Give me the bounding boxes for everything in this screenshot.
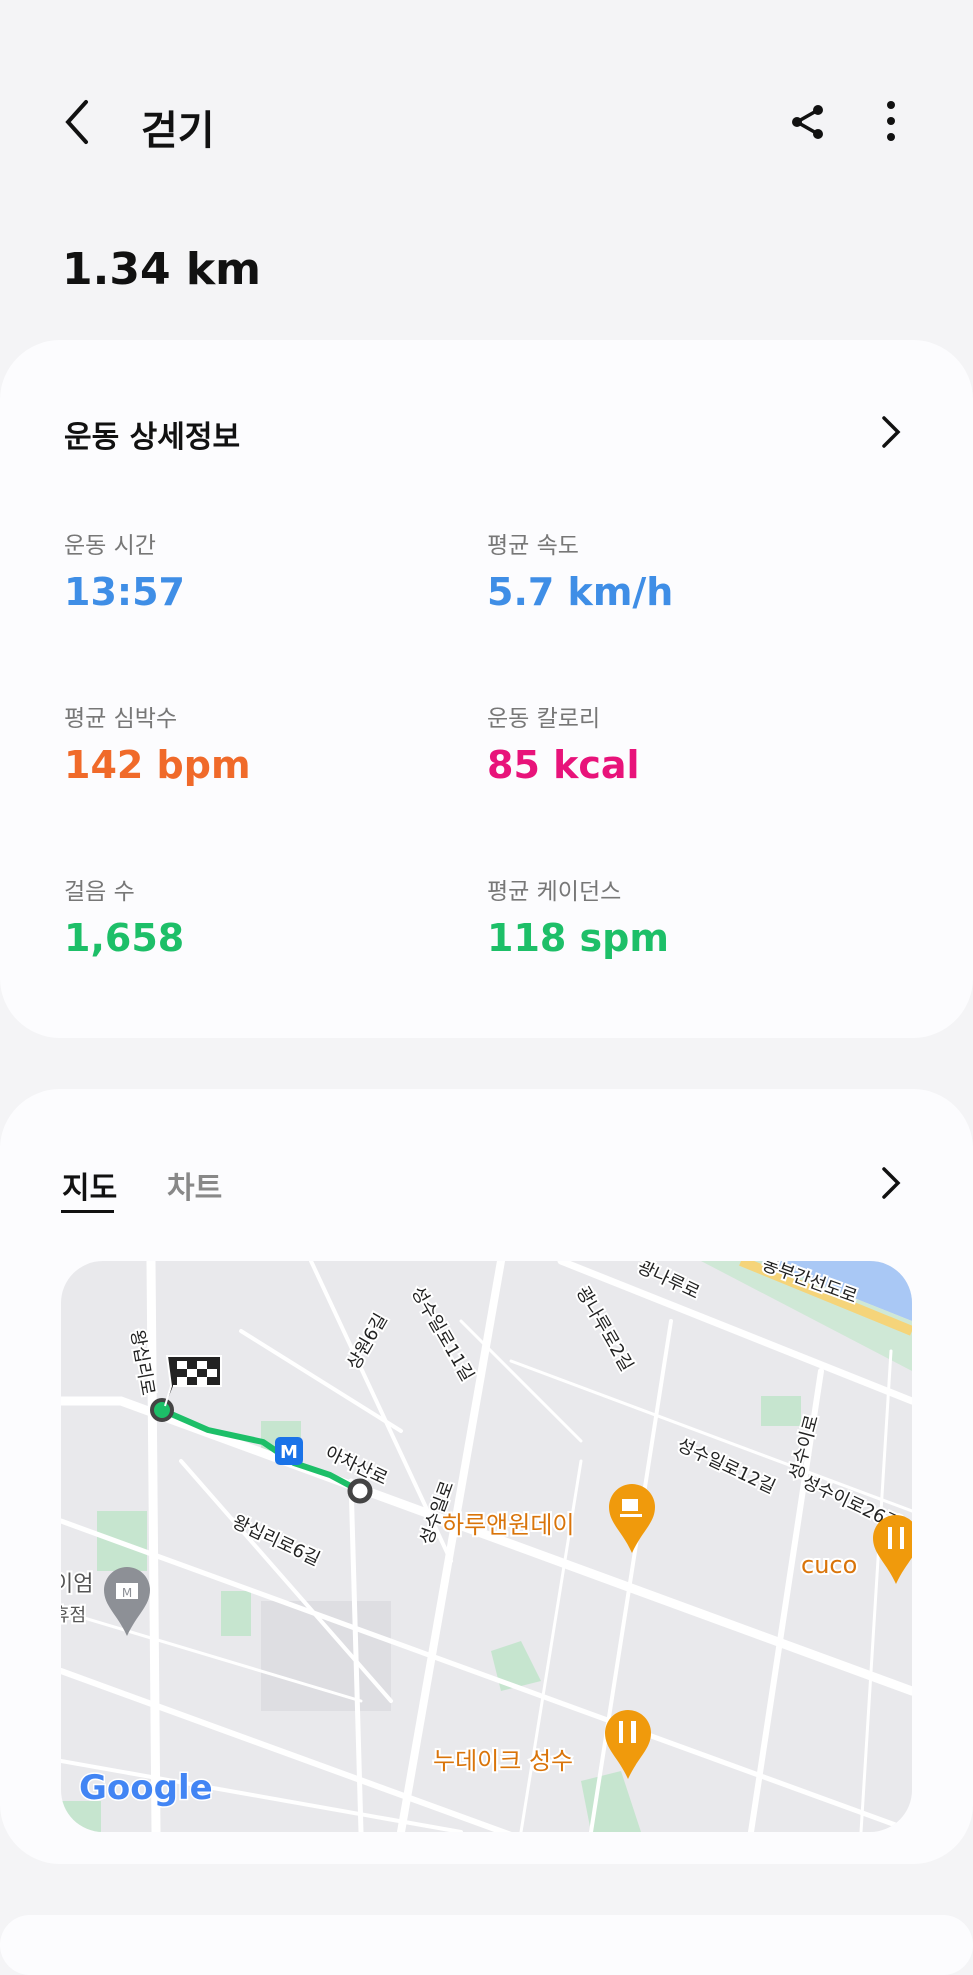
stat-value: 118 spm <box>487 916 669 960</box>
stat-value: 5.7 km/h <box>487 570 674 614</box>
road-label: 성수일로12길 <box>674 1434 779 1498</box>
stat-label: 평균 속도 <box>487 533 579 559</box>
tab-chart[interactable]: 차트 <box>167 1171 223 1206</box>
tab-map-underline <box>61 1210 114 1213</box>
stat-label: 걸음 수 <box>64 879 135 905</box>
chevron-right-icon <box>882 416 901 448</box>
map-more-button[interactable] <box>878 1165 904 1205</box>
road-label: 광나루로2길 <box>572 1283 637 1375</box>
cafe-pin[interactable] <box>609 1484 655 1553</box>
metro-station-icon: M <box>275 1437 303 1465</box>
next-card <box>0 1915 973 1975</box>
details-title: 운동 상세정보 <box>64 420 241 455</box>
restaurant-pin[interactable] <box>605 1710 651 1779</box>
stat-label: 운동 칼로리 <box>487 706 601 732</box>
stat-value: 1,658 <box>64 916 185 960</box>
stat-cadence: 평균 케이던스 118 spm <box>487 872 887 960</box>
tab-map[interactable]: 지도 <box>62 1171 118 1206</box>
more-options-button[interactable] <box>880 100 902 144</box>
stat-value: 85 kcal <box>487 743 640 787</box>
museum-pin[interactable]: M <box>104 1567 150 1636</box>
chevron-left-icon <box>65 100 88 144</box>
back-button[interactable] <box>58 98 98 146</box>
stat-value: 142 bpm <box>64 743 251 787</box>
workout-details-card: 운동 상세정보 운동 시간 13:57 평균 속도 5.7 km/h 평균 심박수 1… <box>0 340 973 1038</box>
more-vertical-icon <box>887 101 895 141</box>
finish-flag-icon <box>164 1355 222 1407</box>
share-button[interactable] <box>788 102 828 142</box>
restaurant-pin[interactable] <box>873 1515 912 1584</box>
stat-avg-speed: 평균 속도 5.7 km/h <box>487 526 887 614</box>
google-logo: Google <box>79 1768 213 1808</box>
poi-label-partial: 휴점 <box>61 1605 86 1626</box>
road-label: 왕십리로6길 <box>229 1511 323 1570</box>
svg-text:M: M <box>280 1442 298 1463</box>
share-icon <box>792 105 823 139</box>
route-map[interactable]: M 왕십리로 상원6길 성수일로11길 광나루로2길 광나루로 동부간선도로 아… <box>61 1261 912 1832</box>
highway <box>739 1261 912 1336</box>
poi-label[interactable]: 누데이크 성수 <box>431 1745 575 1777</box>
park-strip <box>701 1261 912 1371</box>
stat-steps: 걸음 수 1,658 <box>64 872 464 960</box>
page-title: 걷기 <box>141 108 215 154</box>
roads <box>61 1261 912 1832</box>
details-more-button[interactable] <box>878 414 904 454</box>
start-point <box>150 1398 174 1422</box>
road-label: 성수일로11길 <box>407 1283 478 1385</box>
poi-label-partial: 이엄 <box>61 1572 93 1597</box>
svg-text:M: M <box>122 1586 132 1600</box>
map-canvas: M 왕십리로 상원6길 성수일로11길 광나루로2길 광나루로 동부간선도로 아… <box>61 1261 912 1832</box>
stat-duration: 운동 시간 13:57 <box>64 526 464 614</box>
chevron-right-icon <box>882 1167 901 1199</box>
stat-calories: 운동 칼로리 85 kcal <box>487 699 887 787</box>
stat-label: 평균 심박수 <box>64 706 178 732</box>
stat-label: 평균 케이던스 <box>487 879 622 905</box>
total-distance: 1.34 km <box>62 244 261 295</box>
stat-avg-heart-rate: 평균 심박수 142 bpm <box>64 699 464 787</box>
end-point <box>347 1478 373 1504</box>
poi-label[interactable]: cuco <box>799 1549 859 1581</box>
poi-label[interactable]: 하루앤원데이 <box>440 1509 576 1541</box>
stat-label: 운동 시간 <box>64 533 156 559</box>
stat-value: 13:57 <box>64 570 185 614</box>
